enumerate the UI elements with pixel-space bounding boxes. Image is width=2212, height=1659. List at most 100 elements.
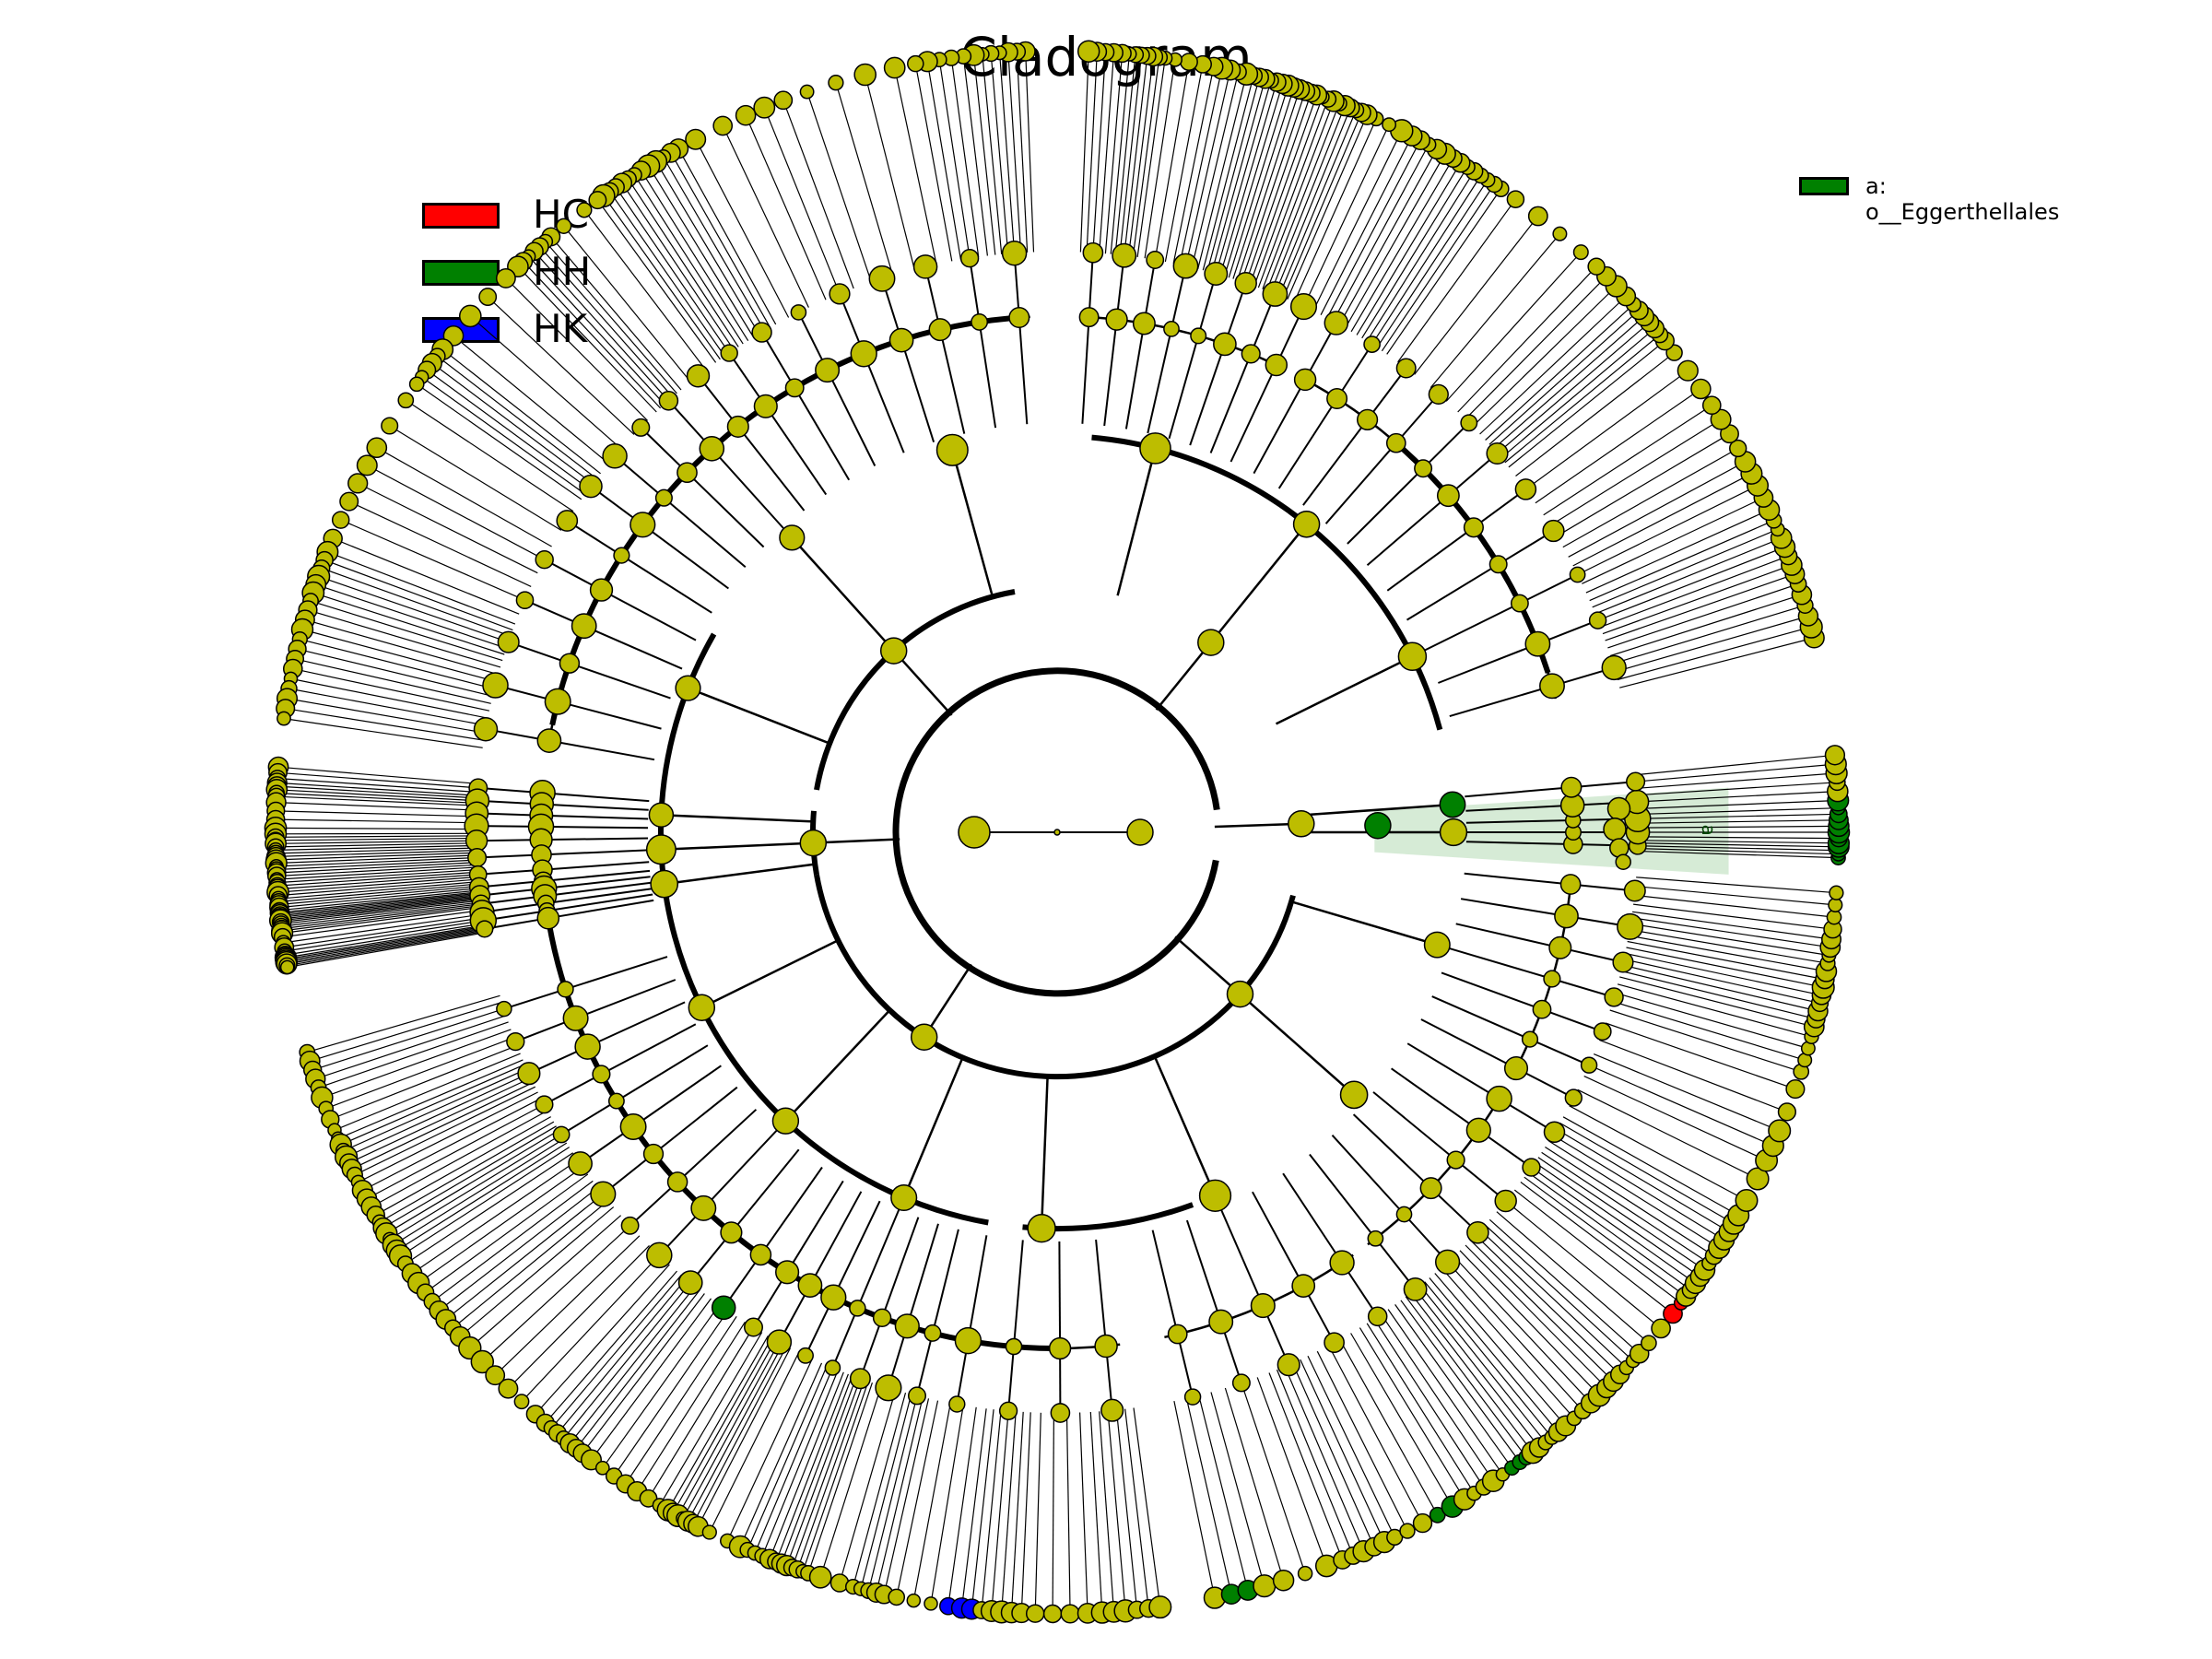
branch-edge (670, 152, 771, 328)
branch-edge (1089, 1411, 1103, 1613)
branch-edge (1276, 1369, 1354, 1557)
branch-edge (1376, 179, 1488, 348)
order-node (642, 1143, 665, 1165)
class-node (648, 802, 675, 828)
branch-edge (1475, 1234, 1621, 1375)
branch-edge (1088, 253, 1094, 318)
branch-edge (1249, 94, 1318, 285)
branch-edge (276, 840, 477, 844)
branch-edge (853, 1392, 907, 1587)
branch-edge (563, 1282, 691, 1439)
family-node (535, 549, 554, 570)
genus-node (1025, 1604, 1045, 1623)
branch-edge (276, 785, 478, 799)
branch-edge (1127, 56, 1154, 256)
order-node (677, 462, 698, 484)
branch-edge (1338, 148, 1438, 325)
branch-edge (1465, 1244, 1607, 1389)
genus-node (1552, 226, 1568, 241)
branch-edge (641, 170, 749, 342)
branch-edge (310, 600, 503, 662)
family-node (1593, 1022, 1612, 1041)
family-node (1363, 335, 1381, 353)
family-node (1367, 1306, 1388, 1327)
genus-node (1382, 117, 1397, 133)
family-node (1542, 519, 1565, 543)
branch-edge (1537, 1157, 1705, 1271)
branch-edge (550, 236, 682, 391)
order-node (1167, 1324, 1188, 1345)
branch-edge (1335, 344, 1373, 400)
branch-edge (1429, 1277, 1559, 1433)
genus-node (799, 84, 815, 100)
branch-edge (1626, 947, 1824, 988)
class-node (688, 994, 716, 1021)
branch-edge (1485, 303, 1634, 441)
branch-edge (1173, 1400, 1216, 1598)
branch-edge (769, 1371, 844, 1559)
branch-edge (1556, 433, 1730, 537)
branch-edge (981, 1410, 1002, 1611)
order-node (1488, 555, 1508, 574)
branch-edge (1577, 1088, 1759, 1180)
branch-edge (1541, 1008, 1604, 1033)
genus-node (1060, 1604, 1080, 1624)
order-node (574, 1033, 601, 1060)
order-node (1524, 630, 1551, 657)
branch-edge (916, 1333, 934, 1396)
branch-edge (1110, 53, 1130, 254)
branch-edge (1316, 1350, 1408, 1532)
branch-edge (702, 1129, 778, 1209)
legend-swatch-hc (422, 203, 500, 229)
family-node (517, 1062, 541, 1086)
branch-edge (550, 1274, 682, 1429)
order-node (797, 1273, 823, 1298)
order-node (1510, 594, 1529, 613)
branch-edge (376, 447, 552, 547)
branch-edge (1114, 54, 1136, 255)
branch-edge (469, 315, 622, 450)
branch-edge (1274, 107, 1351, 295)
family-node (829, 283, 851, 305)
branch-edge (926, 61, 961, 260)
branch-edge (802, 1381, 869, 1572)
branch-edge (348, 500, 532, 587)
family-node (1434, 1249, 1461, 1275)
branch-edge (1124, 55, 1148, 256)
branch-edge (277, 876, 478, 893)
branch-edge (1010, 1411, 1024, 1613)
branch-edge (1519, 573, 1579, 605)
branch-edge (1465, 276, 1607, 420)
genus-node (498, 1378, 519, 1399)
branch-edge (737, 426, 806, 512)
branch-edge (281, 904, 482, 932)
branch-edge (487, 296, 635, 435)
order-node (1486, 1085, 1512, 1112)
branch-edge (1253, 379, 1306, 475)
genus-node (735, 104, 757, 126)
branch-edge (1245, 92, 1312, 284)
branch-edge (620, 554, 712, 614)
branch-edge (1307, 1355, 1395, 1538)
branch-edge (672, 1337, 772, 1513)
branch-edge (697, 1347, 792, 1527)
branch-edge (343, 1068, 527, 1152)
genus-node (1777, 1102, 1796, 1122)
branch-edge (1430, 233, 1560, 388)
family-node (1050, 1403, 1071, 1423)
branch-edge (1637, 807, 1839, 816)
order-node (1291, 1274, 1316, 1298)
branch-edge (1469, 1240, 1614, 1382)
branch-edge (405, 399, 574, 512)
branch-edge (276, 869, 478, 884)
branch-edge (1136, 58, 1166, 258)
branch-edge (557, 700, 662, 730)
branch-arc (817, 315, 1030, 377)
order-node (784, 378, 805, 398)
branch-edge (1366, 367, 1407, 421)
branch-edge (277, 878, 479, 897)
branch-edge (1562, 447, 1738, 548)
branch-edge (813, 838, 900, 844)
branch-edge (1133, 1407, 1161, 1607)
genus-node (1077, 40, 1100, 63)
